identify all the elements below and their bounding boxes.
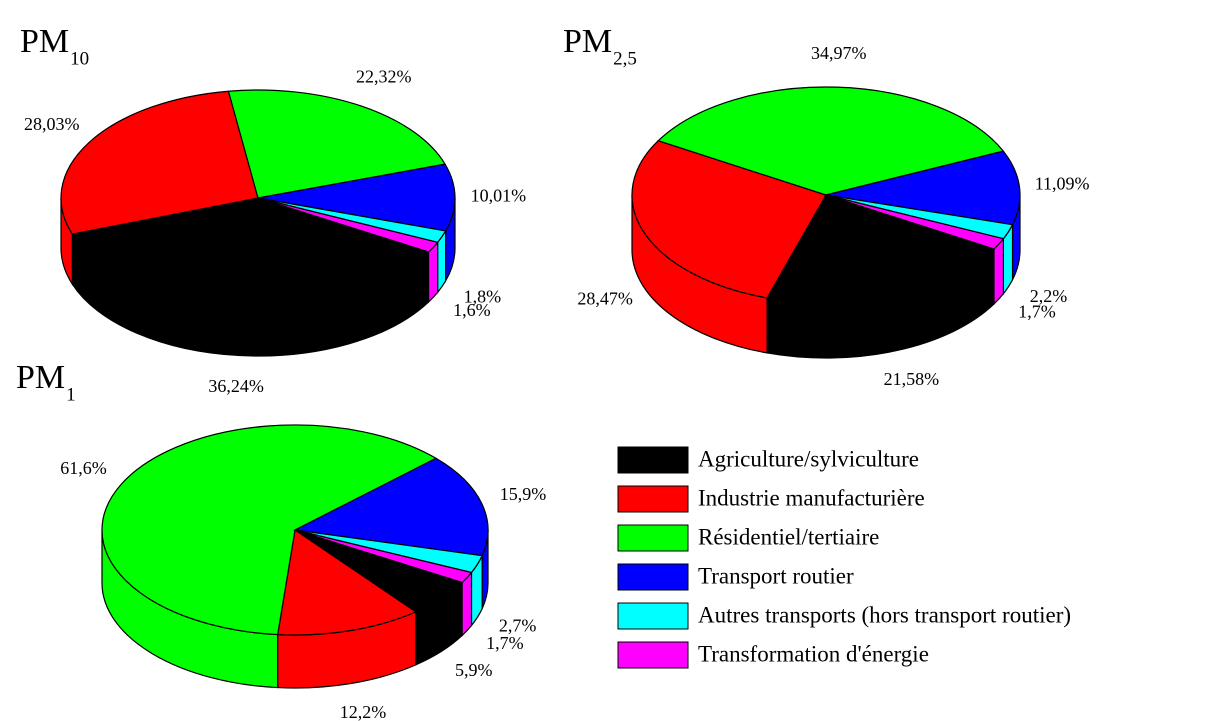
pie-slice <box>631 140 827 299</box>
legend-label: Résidentiel/tertiaire <box>698 524 879 549</box>
data-label: 22,32% <box>356 66 412 86</box>
pie-slice <box>825 150 1021 226</box>
pie-slice <box>60 90 259 235</box>
legend-swatch <box>617 446 689 474</box>
legend-swatch <box>617 602 689 630</box>
pie-slice <box>101 424 438 636</box>
pie-slice <box>276 528 418 636</box>
data-label: 12,2% <box>340 702 387 721</box>
legend-label: Autres transports (hors transport routie… <box>698 602 1071 627</box>
chart-title: PM <box>20 23 69 60</box>
data-label: 5,9% <box>455 660 493 680</box>
data-label: 10,01% <box>471 185 527 205</box>
data-label: 11,09% <box>1035 173 1090 193</box>
legend-swatch <box>617 563 689 591</box>
data-label: 36,24% <box>208 376 264 396</box>
chart-title: PM <box>563 23 612 60</box>
data-label: 34,97% <box>811 43 867 63</box>
legend-label: Transformation d'énergie <box>698 641 929 666</box>
data-label: 1,7% <box>486 633 524 653</box>
legend-swatch <box>617 485 689 513</box>
chart-title: PM <box>16 359 65 396</box>
data-label: 2,7% <box>499 616 537 636</box>
legend-label: Industrie manufacturière <box>698 485 925 510</box>
data-label: 2,2% <box>1030 286 1068 306</box>
data-label: 28,03% <box>24 114 80 134</box>
chart-title-subscript: 1 <box>66 384 76 405</box>
legend-label: Transport routier <box>698 563 854 588</box>
pie-slice <box>766 194 996 304</box>
pie-side <box>993 237 1004 306</box>
data-label: 28,47% <box>577 289 633 309</box>
chart-title-subscript: 2,5 <box>613 48 637 69</box>
pie-slice <box>657 86 1005 196</box>
pie-slice <box>293 457 489 557</box>
data-label: 61,6% <box>60 458 107 478</box>
pie-slice <box>825 194 1005 250</box>
legend-swatch <box>617 524 689 552</box>
pie-slice <box>294 529 473 584</box>
data-label: 1,8% <box>464 286 502 306</box>
pie-slice <box>257 197 439 253</box>
data-label: 15,9% <box>500 484 547 504</box>
data-label: 21,58% <box>884 369 940 389</box>
data-label: 1,6% <box>453 300 491 320</box>
legend-swatch <box>617 641 689 669</box>
pie-slice <box>257 163 456 232</box>
chart-title-subscript: 10 <box>70 48 89 69</box>
legend-label: Agriculture/sylviculture <box>698 446 919 471</box>
pie-slice <box>71 197 430 307</box>
pie-slice <box>227 89 447 199</box>
data-label: 1,7% <box>1018 302 1056 322</box>
